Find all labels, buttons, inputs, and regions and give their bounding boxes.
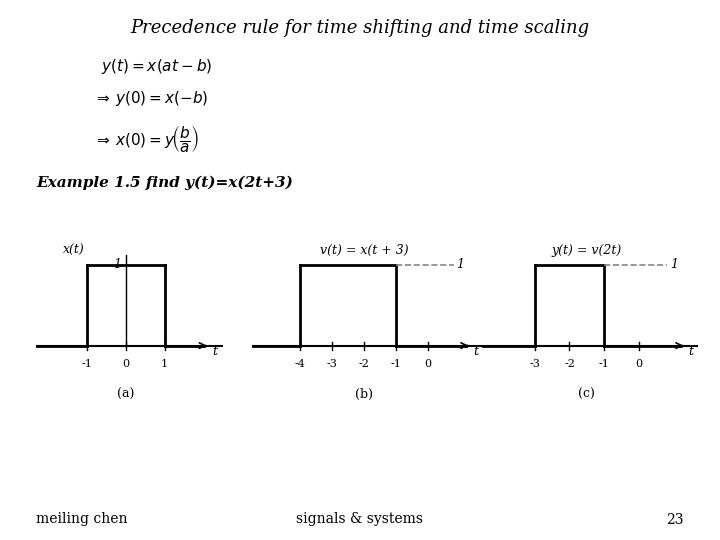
- Text: 0: 0: [122, 359, 130, 369]
- Text: $\Rightarrow\, x(0) = y\!\left(\dfrac{b}{a}\right)$: $\Rightarrow\, x(0) = y\!\left(\dfrac{b}…: [94, 124, 199, 154]
- Text: t: t: [212, 345, 217, 358]
- Text: meiling chen: meiling chen: [36, 512, 127, 526]
- Text: -2: -2: [359, 359, 369, 369]
- Text: -2: -2: [564, 359, 575, 369]
- Text: (c): (c): [578, 388, 595, 401]
- Text: -3: -3: [529, 359, 540, 369]
- Text: 23: 23: [667, 512, 684, 526]
- Text: 0: 0: [424, 359, 431, 369]
- Text: 0: 0: [636, 359, 643, 369]
- Text: -4: -4: [294, 359, 305, 369]
- Text: v(t) = x(t + 3): v(t) = x(t + 3): [320, 244, 408, 256]
- Text: 1: 1: [161, 359, 168, 369]
- Text: 1: 1: [113, 258, 121, 271]
- Text: Example 1.5 find y(t)=x(2t+3): Example 1.5 find y(t)=x(2t+3): [36, 176, 293, 190]
- Text: Precedence rule for time shifting and time scaling: Precedence rule for time shifting and ti…: [130, 19, 590, 37]
- Text: x(t): x(t): [63, 244, 85, 256]
- Text: -1: -1: [390, 359, 402, 369]
- Text: -1: -1: [599, 359, 610, 369]
- Text: 1: 1: [670, 258, 678, 271]
- Text: signals & systems: signals & systems: [297, 512, 423, 526]
- Text: y(t) = v(2t): y(t) = v(2t): [552, 244, 622, 256]
- Text: $\Rightarrow\, y(0) = x(-b)$: $\Rightarrow\, y(0) = x(-b)$: [94, 89, 208, 108]
- Text: t: t: [474, 345, 478, 358]
- Text: $y(t) = x(at - b)$: $y(t) = x(at - b)$: [101, 57, 212, 76]
- Text: (b): (b): [355, 388, 373, 401]
- Text: t: t: [688, 345, 693, 358]
- Text: -3: -3: [327, 359, 338, 369]
- Text: (a): (a): [117, 388, 135, 401]
- Text: 1: 1: [456, 258, 464, 271]
- Text: -1: -1: [81, 359, 92, 369]
